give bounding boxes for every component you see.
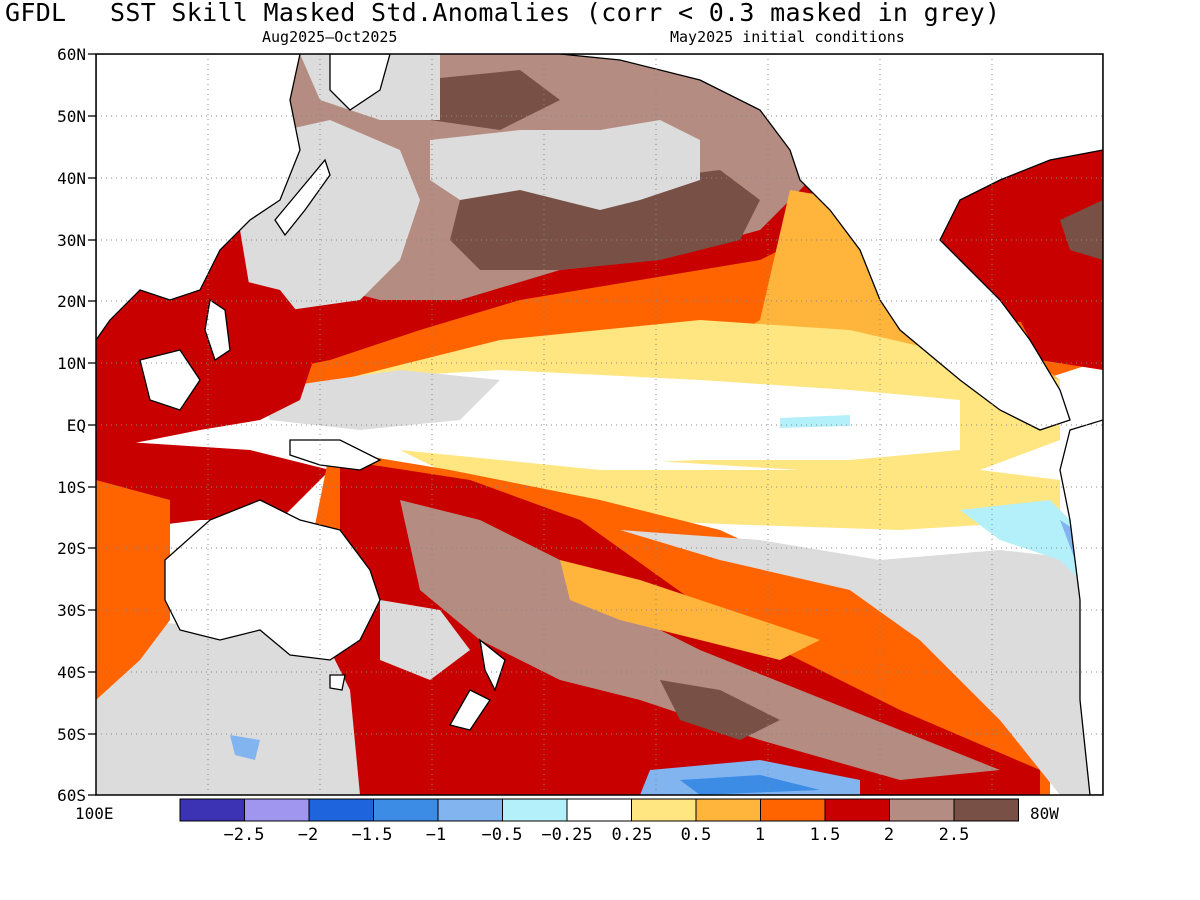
equatorial-neutral-band (330, 370, 960, 465)
lat-ticks (88, 53, 96, 796)
lat-label-30s: 30S (57, 601, 86, 620)
colorbar-swatch (502, 798, 568, 822)
lat-label-50n: 50N (57, 107, 86, 126)
colorbar-label: 2.5 (938, 825, 970, 845)
australia (164, 499, 381, 661)
cool-patch-east (960, 500, 1090, 590)
cool-patch-west (230, 735, 260, 760)
colorbar-swatch (244, 798, 310, 822)
colorbar (179, 798, 1019, 822)
colorbar-swatch (437, 798, 503, 822)
colorbar-label: −2.5 (223, 825, 265, 845)
colorbar-label: 1 (754, 825, 766, 845)
colorbar-label: −0.5 (481, 825, 523, 845)
cool-patch-south-2 (680, 775, 820, 795)
south-pacific-dark-brown (660, 680, 780, 740)
colorbar-swatch (760, 798, 826, 822)
title-text: SST Skill Masked Std.Anomalies (corr < 0… (110, 0, 1001, 27)
south-pacific-light-orange (560, 560, 820, 660)
lat-label-10n: 10N (57, 354, 86, 373)
mask-south-east (620, 530, 1090, 795)
lat-label-40n: 40N (57, 169, 86, 188)
lat-label-40s: 40S (57, 663, 86, 682)
kamchatka (329, 54, 391, 111)
tasmania (329, 674, 346, 691)
lat-label-20n: 20N (57, 292, 86, 311)
indian-ocean-warm (96, 480, 170, 700)
mask-south-west (96, 620, 360, 795)
lat-label-10s: 10S (57, 478, 86, 497)
colorbar-swatch (695, 798, 761, 822)
lat-label-60s: 60S (57, 786, 86, 805)
new-zealand-south (449, 689, 491, 731)
colorbar-swatch (953, 798, 1019, 822)
lat-label-50s: 50S (57, 725, 86, 744)
colorbar-label: 0.5 (680, 825, 712, 845)
initial-conditions: May2025 initial conditions (670, 28, 905, 46)
mask-north-2 (430, 120, 700, 210)
atlantic-brown (1060, 200, 1103, 260)
asia-coast (96, 54, 301, 342)
colorbar-label: −2 (297, 825, 319, 845)
colorbar-swatch (308, 798, 374, 822)
map-title: GFDL SST Skill Masked Std.Anomalies (cor… (0, 0, 1200, 87)
south-pacific-brown (400, 500, 1000, 780)
colorbar-swatch (889, 798, 955, 822)
lon-label-right: 80W (1030, 804, 1059, 823)
colorbar-label: −0.25 (541, 825, 593, 845)
colorbar-label: 0.25 (611, 825, 653, 845)
colorbar-label: 2 (883, 825, 895, 845)
colorbar-label: −1 (425, 825, 447, 845)
lat-label-30n: 30N (57, 231, 86, 250)
new-guinea (289, 439, 382, 471)
map-grid (96, 54, 1103, 795)
colorbar-swatch (566, 798, 632, 822)
mask-tasman (380, 600, 470, 680)
new-zealand-north (479, 638, 506, 692)
colorbar-swatch (373, 798, 439, 822)
japan (274, 158, 331, 237)
land-outlines (96, 54, 1103, 795)
colorbar-label: 1.5 (809, 825, 841, 845)
lat-label-60n: 60N (57, 45, 86, 64)
south-america (1059, 419, 1103, 795)
forecast-period: Aug2025—Oct2025 (262, 28, 398, 46)
atlantic-red (960, 200, 1103, 370)
maritime-red (96, 270, 320, 450)
lat-label-eq: EQ (66, 416, 86, 435)
north-america (559, 54, 1103, 431)
borneo (139, 349, 201, 411)
philippines (204, 298, 231, 362)
cool-patch-eq (780, 415, 850, 428)
lat-label-20s: 20S (57, 539, 86, 558)
model-name: GFDL (5, 0, 67, 27)
colorbar-label: −1.5 (351, 825, 393, 845)
lon-label-left: 100E (75, 804, 114, 823)
map-fields (96, 54, 1103, 795)
north-pacific-dark-brown-2 (420, 70, 560, 130)
colorbar-swatch (631, 798, 697, 822)
colorbar-swatch (179, 798, 245, 822)
equatorial-mask (260, 370, 500, 430)
colorbar-swatch (824, 798, 890, 822)
